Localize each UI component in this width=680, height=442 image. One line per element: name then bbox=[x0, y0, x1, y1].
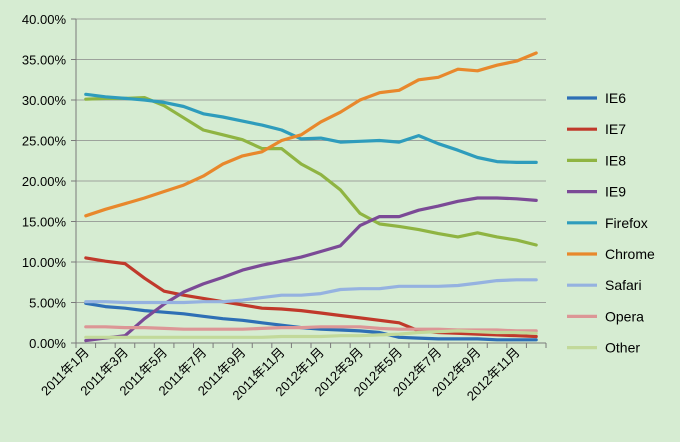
y-tick-label: 30.00% bbox=[22, 93, 67, 108]
legend-label: Firefox bbox=[605, 215, 648, 231]
series-line-firefox bbox=[84, 92, 538, 164]
series-line-ie7 bbox=[84, 256, 538, 339]
legend: IE6 IE7 IE8 IE9 Firefox Chrome Safari Opera Othe… bbox=[567, 90, 655, 356]
series-lines bbox=[84, 51, 538, 343]
y-tick-label: 25.00% bbox=[22, 134, 67, 149]
series-line-safari bbox=[84, 278, 538, 305]
y-tick-label: 20.00% bbox=[22, 174, 67, 189]
series-line-chrome bbox=[84, 51, 538, 218]
legend-label: IE6 bbox=[605, 90, 626, 106]
legend-label: Opera bbox=[605, 308, 644, 324]
axes bbox=[71, 18, 547, 348]
legend-label: Chrome bbox=[605, 246, 655, 262]
y-tick-label: 40.00% bbox=[22, 12, 67, 27]
y-axis-ticks: 0.00% 5.00% 10.00% 15.00% 20.00% 25.00% 30.00%… bbox=[22, 12, 67, 351]
y-tick-label: 0.00% bbox=[29, 336, 66, 351]
series-line-other bbox=[84, 329, 538, 339]
legend-label: IE9 bbox=[605, 184, 626, 200]
series-line-ie9 bbox=[84, 196, 538, 343]
legend-label: Other bbox=[605, 340, 640, 356]
legend-label: IE7 bbox=[605, 121, 626, 137]
y-tick-label: 5.00% bbox=[29, 296, 66, 311]
series-line-ie8 bbox=[84, 95, 538, 247]
legend-label: Safari bbox=[605, 277, 642, 293]
legend-label: IE8 bbox=[605, 152, 626, 168]
y-tick-label: 10.00% bbox=[22, 255, 67, 270]
y-tick-label: 15.00% bbox=[22, 215, 67, 230]
y-tick-label: 35.00% bbox=[22, 53, 67, 68]
